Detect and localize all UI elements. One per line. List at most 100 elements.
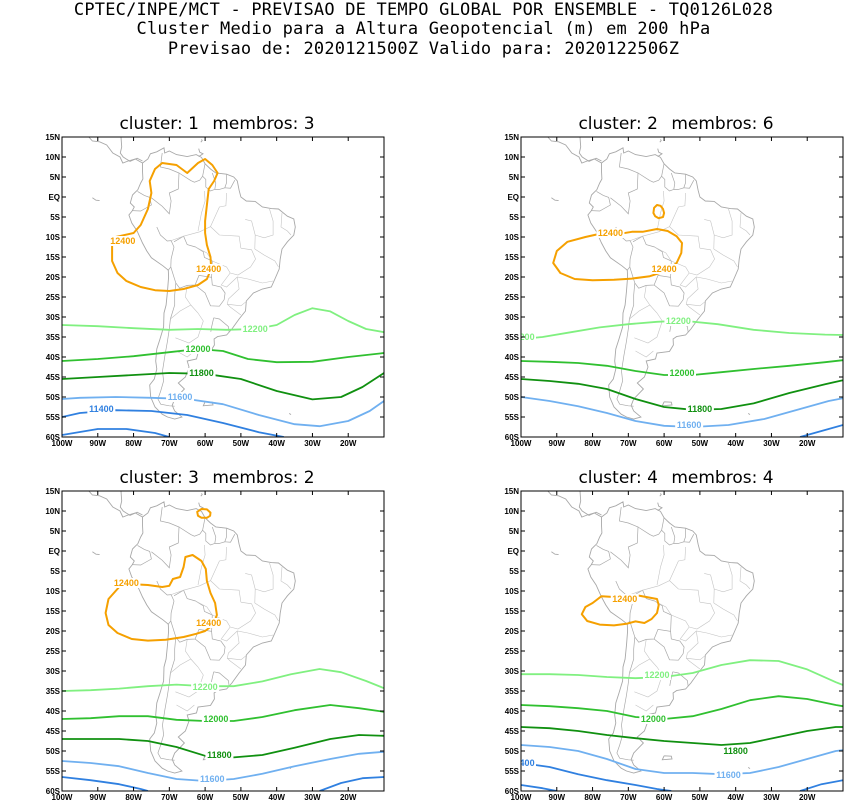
lon-label: 60W xyxy=(656,793,673,802)
lat-label: 35S xyxy=(46,333,61,342)
lon-label: 50W xyxy=(692,439,709,448)
contour-11800 xyxy=(521,726,843,746)
lat-label: 45S xyxy=(46,727,61,736)
coastline-island xyxy=(92,197,100,202)
lon-label: 20W xyxy=(799,793,816,802)
coastline-south-america xyxy=(587,501,755,774)
country-border xyxy=(610,152,639,215)
lat-label: 25S xyxy=(46,293,61,302)
contour-label-bg xyxy=(650,264,679,274)
lon-label: 20W xyxy=(340,793,357,802)
coastline-island xyxy=(661,401,673,407)
lat-label: 60S xyxy=(505,787,520,796)
contour-label-bg xyxy=(201,714,230,724)
country-border xyxy=(591,545,611,566)
state-border xyxy=(227,657,242,670)
country-border xyxy=(224,180,236,189)
contour-label: 11600 xyxy=(716,770,741,780)
contour-11400 xyxy=(319,776,384,791)
lat-label: 50S xyxy=(505,393,520,402)
coastline-cuba xyxy=(116,460,155,472)
lat-label: 5S xyxy=(50,213,60,222)
map-svg: 12400 12400 12200 12000 11800 11600 15N 10N 5N EQ… xyxy=(45,487,385,802)
country-border xyxy=(637,517,665,537)
lon-label: 20W xyxy=(799,439,816,448)
lat-label: 15S xyxy=(46,607,61,616)
contour-label: 11800 xyxy=(207,750,232,760)
lat-label: EQ xyxy=(48,193,60,202)
state-border xyxy=(220,272,274,288)
contour-label-bg xyxy=(642,670,671,680)
contour-11400 xyxy=(521,762,672,791)
contour-11800 xyxy=(521,378,843,411)
panel-title: cluster: 4 membros: 4 xyxy=(511,468,841,488)
contour-11800 xyxy=(62,372,384,401)
cluster-label: cluster: 4 xyxy=(578,468,658,488)
country-border xyxy=(683,534,695,543)
lon-label: 70W xyxy=(161,439,178,448)
map-svg: 12400 12200 12000 11800 11600 1400 15N 10N 5N EQ 5… xyxy=(504,487,844,802)
lat-label: 15S xyxy=(505,607,520,616)
lat-label: 25S xyxy=(505,647,520,656)
lat-label: 10N xyxy=(504,153,519,162)
contour-label: 12400 xyxy=(196,618,221,628)
panel-title: cluster: 3 membros: 2 xyxy=(52,468,382,488)
contour-label: 12400 xyxy=(114,578,139,588)
state-border xyxy=(255,208,274,239)
lat-label: 35S xyxy=(46,687,61,696)
state-border xyxy=(739,212,751,236)
coastline-central-america-east xyxy=(119,137,143,162)
lat-label: 45S xyxy=(505,373,520,382)
contour-12400 xyxy=(196,508,212,519)
state-border xyxy=(197,544,206,586)
state-border xyxy=(689,247,715,276)
contour-label: 12200 xyxy=(193,682,218,692)
state-border xyxy=(195,600,231,628)
country-border xyxy=(178,163,206,183)
country-border xyxy=(214,528,227,544)
lon-label: 40W xyxy=(268,439,285,448)
contour-label: 1400 xyxy=(515,758,535,768)
coastline-island xyxy=(661,755,673,761)
country-border xyxy=(661,172,676,192)
lat-label: 15S xyxy=(46,253,61,262)
state-border xyxy=(635,350,654,358)
map-panel-cluster-3: cluster: 3 membros: 2 12400 12400 12200 120… xyxy=(45,468,385,808)
contour-label-bg xyxy=(610,594,639,604)
lon-label: 80W xyxy=(584,439,601,448)
coastline-island xyxy=(551,197,559,202)
coastline-island xyxy=(92,551,100,556)
lat-label: 55S xyxy=(505,767,520,776)
lat-label: 5S xyxy=(50,567,60,576)
contour-label-bg xyxy=(205,750,234,760)
lat-label: 15N xyxy=(45,133,60,142)
state-border xyxy=(669,226,701,249)
coastline-island xyxy=(747,413,751,415)
country-border xyxy=(132,545,152,566)
lat-label: 40S xyxy=(505,707,520,716)
members-label: membros: 2 xyxy=(212,468,315,488)
contour-label: 12000 xyxy=(203,714,228,724)
lon-label: 20W xyxy=(340,439,357,448)
contour-label-bg xyxy=(639,714,668,724)
lon-label: 90W xyxy=(549,439,566,448)
contour-label-bg xyxy=(191,682,220,692)
map-frame xyxy=(61,136,385,438)
contour-label-bg xyxy=(685,404,714,414)
contour-label: 11600 xyxy=(168,392,193,402)
lon-label: 60W xyxy=(197,439,214,448)
country-border xyxy=(661,526,676,546)
header-title: CPTEC/INPE/MCT - PREVISAO DE TEMPO GLOBA… xyxy=(73,0,774,20)
coastline-cuba xyxy=(116,106,155,118)
state-border xyxy=(176,704,195,712)
lon-label: 90W xyxy=(90,439,107,448)
contour-11400 xyxy=(62,428,170,437)
contour-label: 11600 xyxy=(200,774,225,784)
lat-label: 30S xyxy=(46,667,61,676)
lat-label: 25S xyxy=(46,647,61,656)
contour-label-bg xyxy=(521,758,536,768)
lat-label: 60S xyxy=(505,433,520,442)
state-border xyxy=(669,580,701,603)
contour-12000 xyxy=(521,695,843,720)
country-border xyxy=(157,636,177,761)
